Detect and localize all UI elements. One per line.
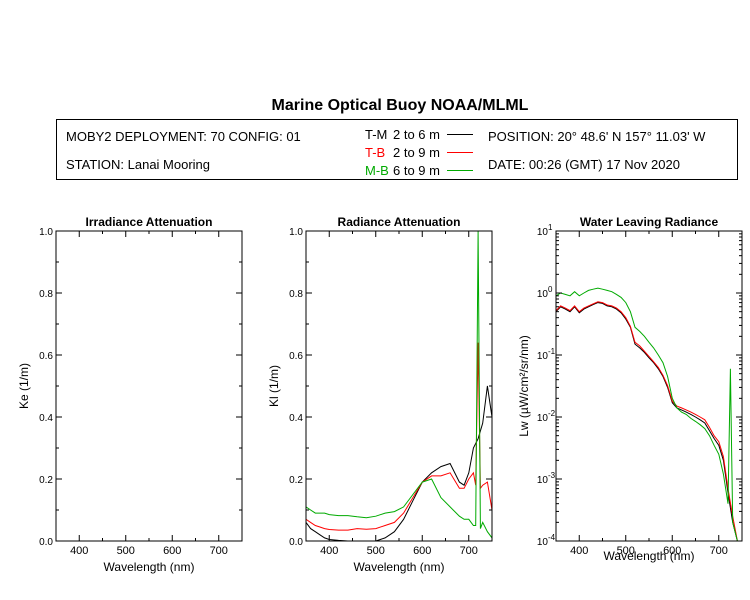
x-tick-label: 600: [163, 545, 181, 557]
chart-title: Irradiance Attenuation: [86, 215, 213, 229]
y-axis-label: Lw (µW/cm²/sr/nm): [517, 335, 531, 437]
y-tick-label: 0.4: [289, 413, 303, 424]
x-axis-label: Wavelength (nm): [354, 560, 445, 574]
x-tick-label: 600: [413, 545, 431, 557]
y-tick-label: 10: [537, 537, 549, 548]
chart-title: Water Leaving Radiance: [580, 215, 719, 229]
series-line-t-b: [306, 342, 492, 531]
plot-frame: [305, 230, 493, 542]
plot-frame: [55, 230, 243, 542]
x-tick-label: 600: [663, 545, 681, 557]
y-tick-label: 10: [537, 289, 549, 300]
y-tick-label: 1.0: [39, 227, 53, 238]
x-tick-label: 400: [70, 545, 88, 557]
series-line-t-b: [556, 301, 742, 541]
x-tick-label: 500: [617, 545, 635, 557]
y-tick-label: 0.2: [289, 475, 303, 486]
y-tick-label: 0.0: [39, 537, 53, 548]
chart-1: Irradiance Attenuation 400 500 600 700 0.0 0.2…: [17, 215, 243, 574]
y-tick-label: 0.8: [289, 289, 303, 300]
legend-line-mb: [447, 170, 473, 171]
y-tick-label: 0.0: [289, 537, 303, 548]
y-tick-label: 0.6: [39, 351, 53, 362]
y-tick-exponent: 1: [548, 223, 553, 232]
page-title: Marine Optical Buoy NOAA/MLML: [271, 97, 529, 114]
x-tick-label: 700: [710, 545, 728, 557]
y-axis-label: Ke (1/m): [17, 363, 31, 409]
y-axis-label: Kl (1/m): [267, 365, 281, 407]
deployment-text: MOBY2 DEPLOYMENT: 70 CONFIG: 01: [66, 129, 301, 144]
legend-line-tb: [447, 152, 473, 153]
y-tick-label: 10: [537, 227, 549, 238]
series-line-t-m: [556, 302, 742, 541]
series-line-m-b: [306, 231, 492, 539]
y-tick-label: 0.8: [39, 289, 53, 300]
legend-line-tm: [447, 134, 473, 135]
y-tick-exponent: 0: [548, 285, 553, 294]
y-tick-label: 10: [537, 351, 549, 362]
legend-key-mb: M-B: [365, 163, 389, 178]
legend-key-tm: T-M: [365, 127, 388, 142]
legend-range-tb: 2 to 9 m: [393, 145, 440, 160]
y-tick-label: 0.4: [39, 413, 53, 424]
y-tick-label: 10: [537, 475, 549, 486]
series-line-m-b: [556, 287, 742, 541]
series-line-t-m: [306, 385, 492, 541]
legend-range-tm: 2 to 6 m: [393, 127, 440, 142]
x-tick-label: 700: [210, 545, 228, 557]
x-tick-label: 500: [367, 545, 385, 557]
y-tick-exponent: -4: [548, 533, 556, 542]
y-tick-label: 0.2: [39, 475, 53, 486]
info-box: MOBY2 DEPLOYMENT: 70 CONFIG: 01 STATION:…: [56, 119, 738, 180]
chart-title: Radiance Attenuation: [338, 215, 461, 229]
legend-key-tb: T-B: [365, 145, 386, 160]
y-tick-exponent: -2: [548, 409, 556, 418]
x-tick-label: 700: [460, 545, 478, 557]
x-tick-label: 400: [320, 545, 338, 557]
x-axis-label: Wavelength (nm): [104, 560, 195, 574]
y-tick-label: 10: [537, 413, 549, 424]
y-tick-exponent: -1: [548, 347, 556, 356]
station-text: STATION: Lanai Mooring: [66, 157, 211, 172]
x-tick-label: 500: [117, 545, 135, 557]
x-tick-label: 400: [570, 545, 588, 557]
plot-frame: [555, 230, 743, 542]
y-tick-label: 1.0: [289, 227, 303, 238]
x-axis-label: Wavelength (nm): [604, 549, 695, 563]
chart-2: Radiance Attenuation 400 500 600 700 0.0 0.2 0.…: [267, 215, 493, 574]
position-text: POSITION: 20° 48.6' N 157° 11.03' W: [488, 129, 706, 144]
y-tick-label: 0.6: [289, 351, 303, 362]
date-text: DATE: 00:26 (GMT) 17 Nov 2020: [488, 157, 680, 172]
y-tick-exponent: -3: [548, 471, 556, 480]
legend-range-mb: 6 to 9 m: [393, 163, 440, 178]
